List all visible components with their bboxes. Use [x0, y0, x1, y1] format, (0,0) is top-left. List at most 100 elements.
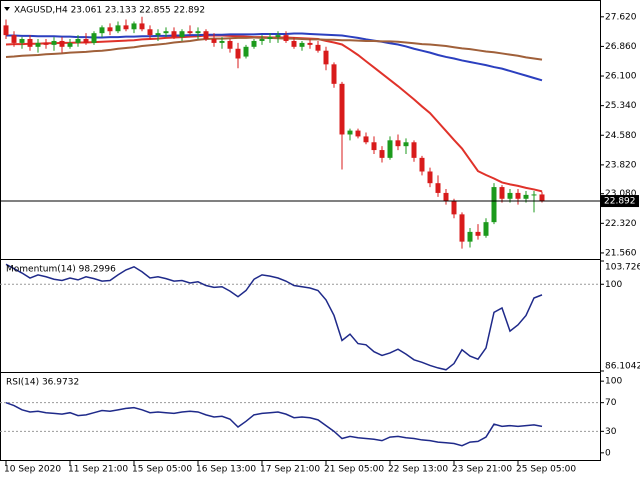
candle-body — [347, 130, 353, 135]
indicator-line — [5, 263, 543, 371]
x-tick-label: 25 Sep 05:00 — [516, 465, 576, 475]
x-tick-label: 15 Sep 05:00 — [132, 465, 192, 475]
candle-body — [515, 192, 521, 199]
last-price-label: 22.892 — [604, 197, 636, 207]
candle-body — [235, 48, 241, 59]
candle-body — [115, 25, 121, 32]
candle-body — [435, 183, 441, 193]
y-tick-label: 30 — [605, 427, 617, 437]
candle-body — [419, 157, 425, 172]
candle-body — [491, 187, 497, 223]
candle-body — [371, 142, 377, 151]
candle-body — [19, 39, 25, 43]
candle-body — [195, 31, 201, 34]
candle-body — [139, 23, 145, 30]
candle-body — [299, 42, 305, 47]
y-tick-label: 21.560 — [605, 248, 637, 258]
candle-body — [475, 231, 481, 236]
panel-title: XAGUSD,H4 23.061 23.133 22.855 22.892 — [14, 6, 205, 16]
x-tick-label: 22 Sep 13:00 — [388, 465, 448, 475]
candle-body — [163, 31, 169, 34]
x-tick-label: 11 Sep 21:00 — [68, 465, 128, 475]
candle-body — [107, 27, 113, 32]
candle-body — [507, 192, 513, 199]
collapse-icon — [4, 7, 10, 11]
moving-average — [5, 36, 543, 61]
candle-body — [443, 192, 449, 201]
y-tick-label: 22.320 — [605, 219, 637, 229]
plot-frame — [0, 0, 601, 461]
x-tick-label: 23 Sep 21:00 — [452, 465, 512, 475]
candle-body — [59, 40, 65, 47]
candle-body — [83, 39, 89, 43]
last-price-box — [600, 195, 639, 208]
candle-body — [339, 83, 345, 135]
candle-body — [259, 39, 265, 41]
candle-body — [411, 142, 417, 158]
candle-body — [283, 35, 289, 41]
candle-body — [227, 40, 233, 49]
y-tick-label: 0 — [605, 448, 611, 458]
candle-body — [99, 27, 105, 34]
candle-body — [171, 31, 177, 38]
candle-body — [243, 46, 249, 57]
candle-body — [355, 130, 361, 137]
candle-body — [67, 42, 73, 47]
y-tick-label: 27.620 — [605, 12, 637, 22]
candle-body — [539, 194, 545, 202]
y-tick-label: 25.340 — [605, 101, 637, 111]
indicator-line — [5, 401, 543, 447]
candle-body — [467, 231, 473, 242]
x-tick-label: 17 Sep 21:00 — [260, 465, 320, 475]
candle-body — [131, 23, 137, 30]
candle-body — [363, 136, 369, 143]
candle-body — [43, 42, 49, 45]
x-tick-label: 21 Sep 05:00 — [324, 465, 384, 475]
candle-body — [203, 31, 209, 40]
candle-body — [35, 42, 41, 47]
x-tick-label: 16 Sep 13:00 — [196, 465, 256, 475]
candle-body — [427, 171, 433, 184]
candle-body — [219, 40, 225, 43]
candle-body — [459, 214, 465, 242]
candle-body — [379, 150, 385, 158]
y-tick-label: 70 — [605, 398, 617, 408]
candle-body — [27, 39, 33, 47]
candle-body — [123, 25, 129, 30]
candle-body — [315, 44, 321, 51]
candle-body — [307, 42, 313, 45]
y-tick-label: 23.820 — [605, 160, 637, 170]
candle-body — [75, 39, 81, 43]
candle-body — [523, 194, 529, 199]
panel-title: RSI(14) 36.9732 — [6, 378, 79, 388]
candle-body — [155, 33, 161, 36]
candle-body — [531, 194, 537, 196]
candle-body — [3, 25, 9, 36]
candle-body — [499, 187, 505, 199]
candle-body — [291, 40, 297, 47]
y-tick-label: 86.1042 — [605, 362, 640, 372]
candle-body — [387, 140, 393, 158]
candle-body — [179, 31, 185, 38]
candle-body — [11, 35, 17, 43]
candle-body — [147, 29, 153, 36]
candle-body — [483, 222, 489, 236]
candle-body — [267, 37, 273, 40]
panel-title: Momentum(14) 98.2996 — [6, 265, 116, 275]
candle-body — [323, 50, 329, 65]
y-tick-label: 26.860 — [605, 42, 637, 52]
candle-body — [211, 39, 217, 43]
candle-body — [51, 40, 57, 45]
candle-body — [91, 33, 97, 43]
y-tick-label: 23.080 — [605, 189, 637, 199]
candle-body — [395, 140, 401, 147]
y-tick-label: 100 — [605, 280, 622, 290]
candle-body — [187, 31, 193, 34]
candle-body — [403, 142, 409, 147]
y-tick-label: 26.100 — [605, 72, 637, 82]
candle-body — [251, 40, 257, 47]
x-tick-label: 10 Sep 2020 — [4, 465, 61, 475]
y-tick-label: 24.580 — [605, 131, 637, 141]
